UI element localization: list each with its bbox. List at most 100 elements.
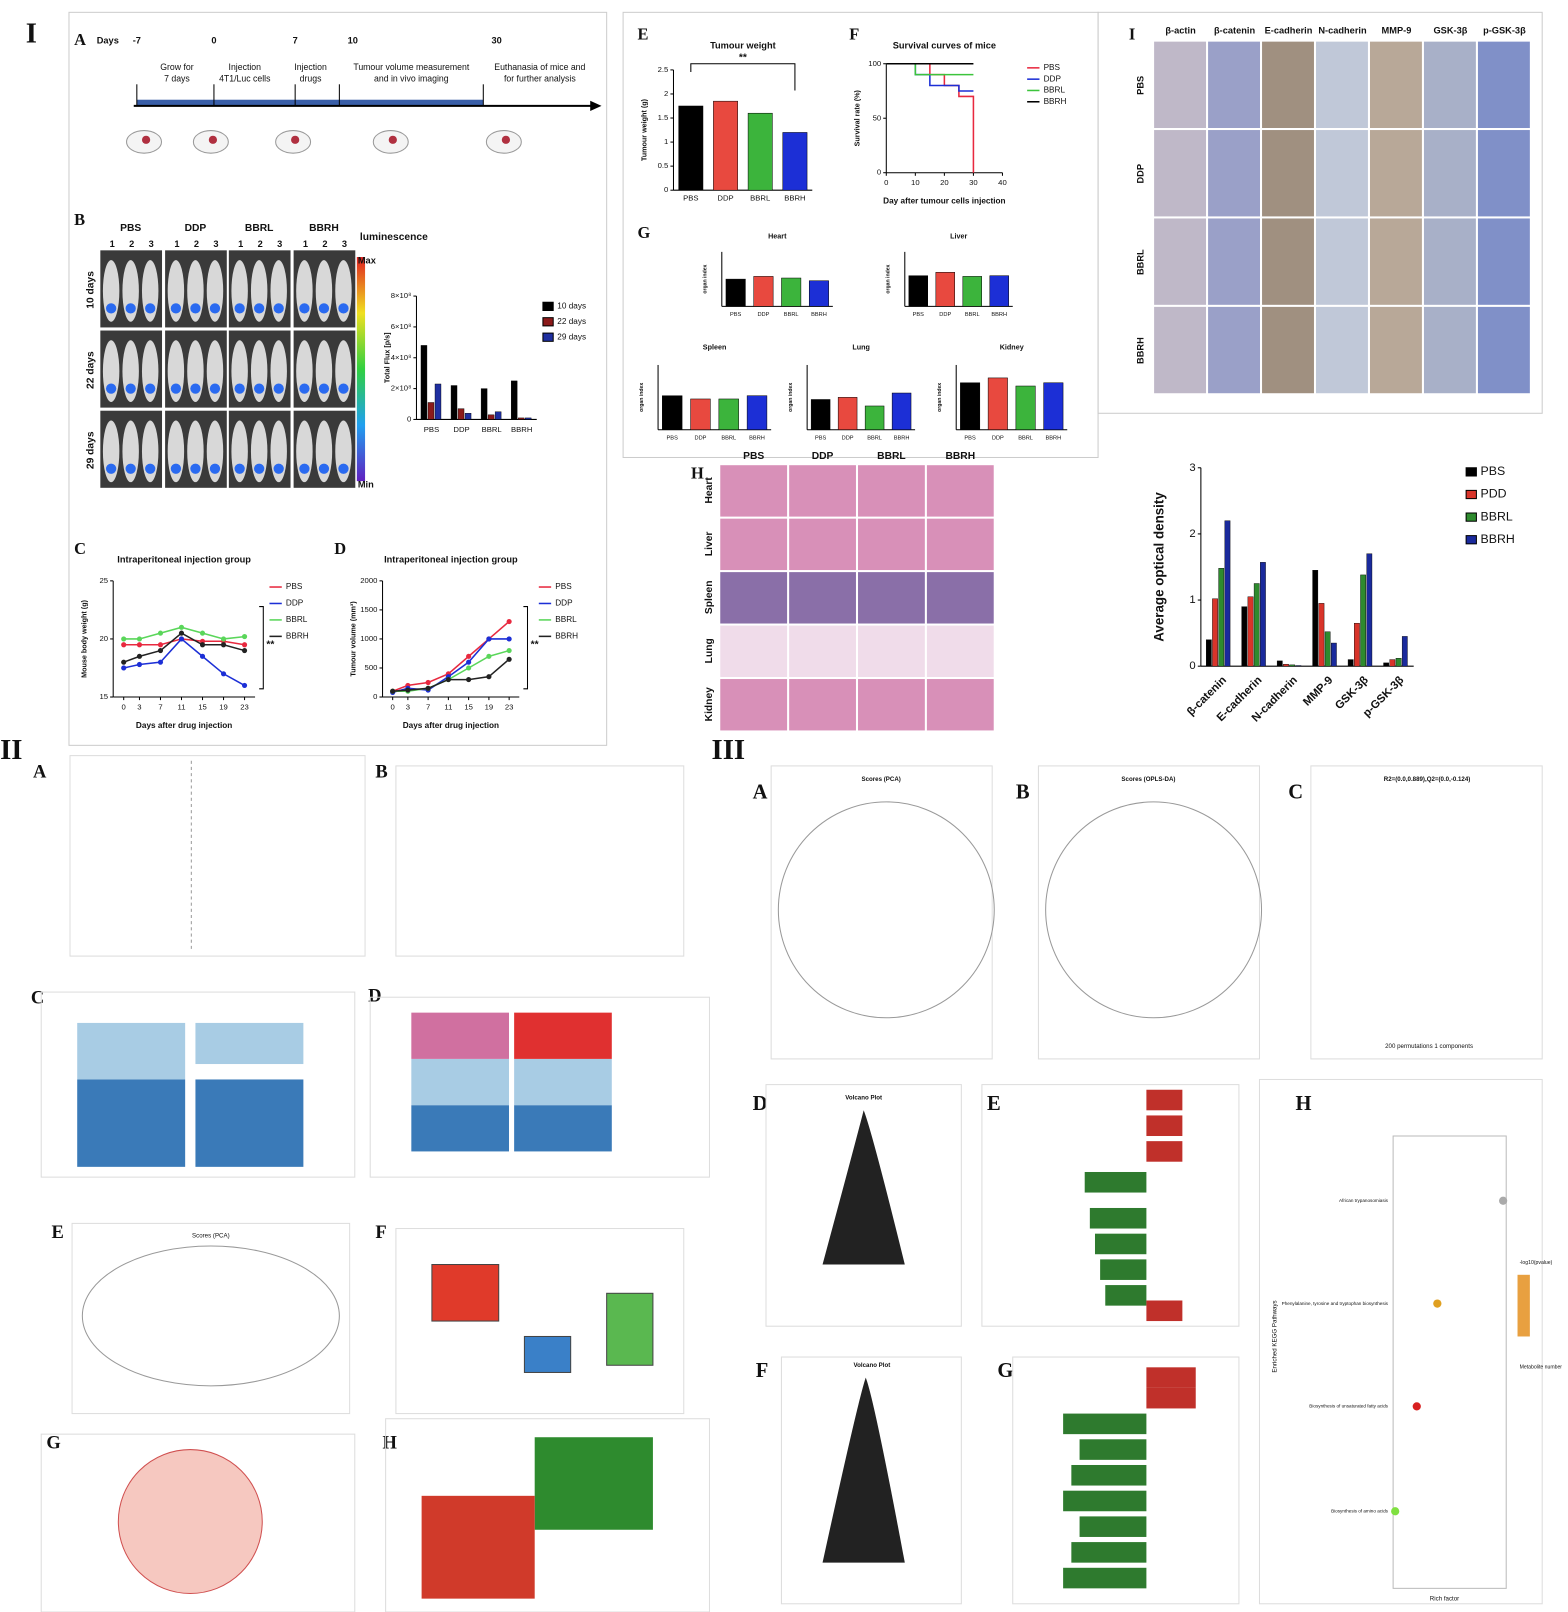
label: β-actin: [1165, 25, 1196, 35]
section-label: II: [0, 734, 22, 766]
pathway-dot: [1391, 1507, 1400, 1516]
box: [431, 1264, 500, 1322]
stacked-bar: [195, 1022, 304, 1065]
signal-spot: [170, 463, 182, 474]
label: 2: [322, 239, 327, 249]
bar: [747, 112, 773, 191]
signal-spot: [338, 303, 349, 314]
y-tick-label: 8×10⁸: [391, 291, 412, 300]
panel-letter: A: [753, 781, 768, 803]
x-axis-label: Day after tumour cells injection: [883, 197, 1005, 206]
histology-image: [856, 571, 926, 625]
ihc-image: [1261, 217, 1315, 306]
ihc-image: [1207, 217, 1262, 306]
legend-label: PBS: [286, 582, 303, 591]
panel-letter: E: [987, 1093, 1001, 1115]
x-tick-label: BBRL: [784, 312, 799, 318]
panel-frame: [1037, 765, 1260, 1060]
x-tick-label: 19: [219, 702, 228, 711]
pathway-label: African trypanosomiasis: [1339, 1198, 1389, 1203]
bar: [1331, 642, 1337, 667]
ihc-image: [1476, 305, 1531, 395]
x-tick-label: BBRL: [750, 193, 771, 202]
y-tick-label: 2000: [360, 576, 377, 585]
x-tick-label: BBRH: [511, 425, 532, 434]
label: Lung: [704, 638, 715, 663]
bar: [690, 398, 711, 430]
histology-image: [856, 517, 926, 572]
x-tick-label: BBRL: [867, 435, 882, 441]
x-tick-label: DDP: [842, 435, 854, 441]
bar: [810, 399, 831, 430]
x-tick-label: BBRH: [811, 312, 827, 318]
cladogram: [117, 1449, 263, 1595]
ihc-image: [1368, 129, 1423, 218]
y-axis-label: organ index: [886, 264, 892, 293]
panel-letter: B: [375, 762, 387, 782]
legend-label: PDD: [1481, 487, 1507, 501]
x-tick-label: PBS: [683, 193, 698, 202]
panel-letter: E: [52, 1223, 64, 1243]
y-tick-label: 2: [1189, 528, 1195, 540]
panel-frame: [1310, 765, 1543, 1060]
signal-spot: [190, 303, 201, 314]
axis-label: Rich factor: [1430, 1595, 1459, 1602]
x-tick-label: 3: [137, 702, 141, 711]
histology-image: [788, 571, 857, 625]
bar: [1241, 606, 1248, 667]
panel-letter: D: [368, 986, 381, 1006]
bar: [662, 395, 683, 430]
bar: [1276, 660, 1283, 667]
panel-frame: [395, 765, 685, 957]
bar: [494, 411, 502, 420]
volcano: [822, 1110, 905, 1265]
ihc-image: [1368, 217, 1423, 306]
panel-letter: H: [383, 1434, 398, 1454]
bar: [753, 276, 774, 307]
bar: [746, 395, 768, 430]
legend-swatch: [542, 301, 554, 311]
enrichment-bar: [1105, 1285, 1147, 1306]
ihc-image: [1153, 129, 1208, 218]
bar: [781, 277, 802, 307]
panel-letter: G: [638, 223, 651, 242]
legend-label: BBRH: [555, 632, 578, 641]
tumour-icon: [291, 135, 300, 144]
label: DDP: [1136, 164, 1146, 184]
panel-frame: [770, 765, 993, 1060]
pathway-label: Biosynthesis of amino acids: [1331, 1508, 1389, 1513]
label: Grow for: [160, 62, 194, 72]
annotation: **: [531, 639, 539, 650]
signal-spot: [273, 383, 284, 394]
legend-label: DDP: [286, 599, 304, 608]
label: GSK-3β: [1433, 25, 1467, 35]
y-tick-label: 20: [99, 634, 108, 643]
confidence-ellipse: [1045, 801, 1263, 1019]
y-tick-label: 500: [365, 663, 378, 672]
enrichment-bar: [1063, 1567, 1147, 1589]
ihc-image: [1422, 217, 1477, 306]
y-tick-label: 100: [868, 59, 881, 68]
x-tick-label: 11: [444, 702, 452, 711]
histology-image: [719, 678, 789, 732]
y-tick-label: 3: [1189, 462, 1195, 474]
bar: [487, 414, 495, 420]
y-tick-label: 0.5: [658, 161, 669, 170]
bar: [837, 397, 858, 430]
legend-label: BBRL: [1481, 509, 1513, 523]
x-axis-label: Days after drug injection: [403, 721, 499, 730]
legend-swatch: [1465, 467, 1477, 477]
signal-spot: [318, 463, 330, 474]
bar: [713, 100, 738, 191]
significance-bracket: [259, 606, 264, 690]
bar: [1212, 598, 1218, 667]
bar: [1395, 658, 1402, 667]
ihc-image: [1261, 305, 1315, 395]
tumour-icon: [388, 135, 397, 144]
bar: [1401, 636, 1408, 667]
ihc-image: [1314, 40, 1369, 130]
x-tick-label: PBS: [424, 425, 439, 434]
label: DDP: [812, 451, 834, 462]
ihc-image: [1314, 305, 1369, 395]
x-tick-label: PBS: [964, 435, 976, 441]
